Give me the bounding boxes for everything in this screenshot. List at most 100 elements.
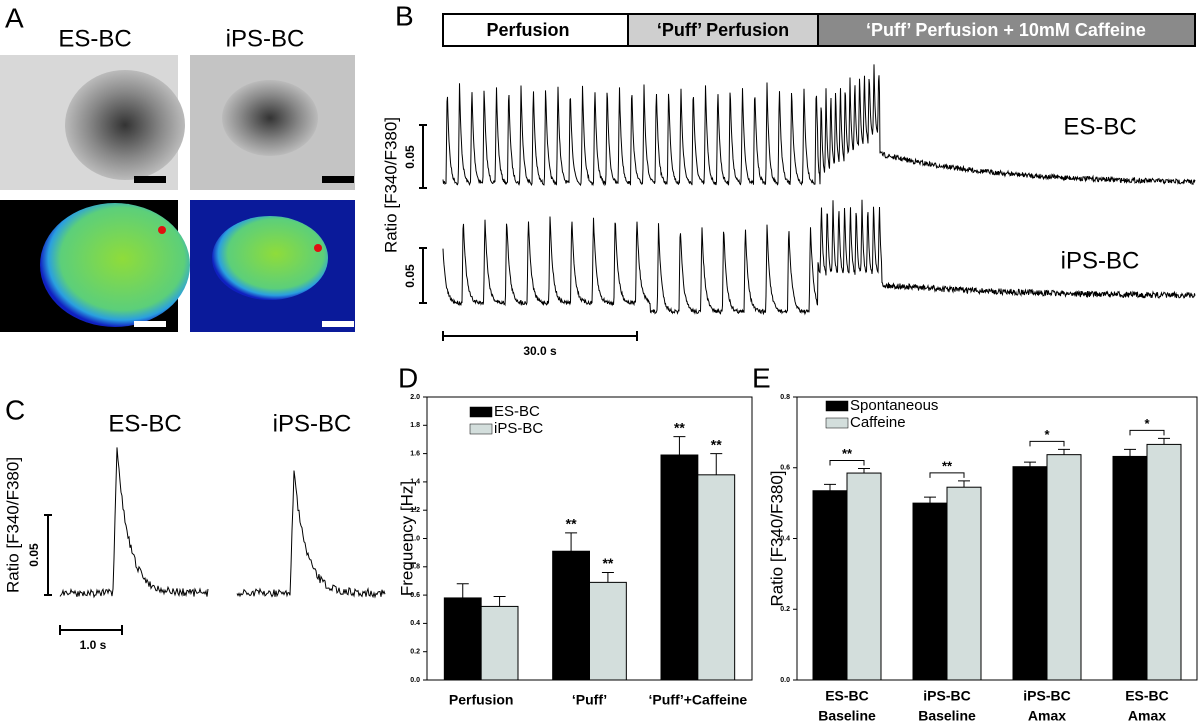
- legend-label: Spontaneous: [850, 397, 938, 414]
- bracket: [1129, 429, 1165, 436]
- annotation: *: [1044, 427, 1050, 442]
- bar: [1146, 443, 1182, 681]
- annotation: **: [842, 446, 853, 461]
- annotation: **: [674, 419, 685, 435]
- y-tick-label: 0.0: [780, 677, 790, 684]
- panel-title: iPS-BC: [273, 410, 352, 437]
- bracket: [929, 472, 965, 478]
- scale-bars: [419, 124, 638, 341]
- legend-label: ES-BC: [494, 403, 540, 420]
- y-tick-label: 0.4: [410, 620, 420, 627]
- error-bar: [493, 596, 506, 607]
- panel-label: D: [398, 362, 418, 393]
- axis-label: Frequency [Hz]: [397, 481, 416, 596]
- panel-title: ES-BC: [58, 25, 131, 52]
- error-bar: [1124, 448, 1136, 457]
- error-bar: [858, 467, 870, 474]
- legend-swatch: [469, 423, 493, 435]
- error-bar: [1024, 461, 1036, 467]
- legend-label: iPS-BC: [494, 420, 543, 437]
- scale-label: 0.05: [403, 264, 417, 288]
- bar: [912, 502, 948, 681]
- y-tick-label: 0.4: [780, 535, 790, 542]
- y-tick-label: 0.6: [780, 465, 790, 472]
- bar: [946, 486, 982, 681]
- error-bar: [1158, 437, 1170, 445]
- y-tick-label: 2.0: [410, 394, 420, 401]
- y-tick-label: 1.8: [410, 422, 420, 429]
- scale-label: 1.0 s: [80, 638, 107, 652]
- scale-bars: [44, 514, 123, 635]
- bar: [443, 597, 482, 681]
- bar: [1046, 454, 1082, 681]
- x-tick-label: Baseline: [818, 708, 876, 724]
- y-tick-label: 0.2: [780, 606, 790, 613]
- error-bar: [565, 532, 578, 552]
- error-bar: [456, 583, 469, 598]
- y-tick-label: 1.2: [410, 507, 420, 514]
- x-tick-label: ES-BC: [825, 688, 869, 704]
- x-tick-label: Baseline: [918, 708, 976, 724]
- error-bar: [673, 436, 686, 456]
- panel-label: A: [5, 2, 24, 33]
- panel-label: E: [752, 362, 771, 393]
- y-tick-label: 0.6: [410, 592, 420, 599]
- bracket: [1029, 440, 1065, 447]
- panel-label: C: [5, 394, 25, 425]
- legend-swatch: [825, 417, 849, 429]
- bar: [660, 454, 699, 681]
- annotation: **: [566, 516, 577, 532]
- y-tick-label: 1.0: [410, 535, 420, 542]
- x-tick-label: ‘Puff’+Caffeine: [649, 692, 748, 708]
- legend-label: Caffeine: [850, 414, 906, 431]
- phase-label: ‘Puff’ Perfusion: [657, 20, 789, 40]
- bar: [589, 581, 627, 681]
- bar: [552, 550, 591, 681]
- phase-bar: [442, 13, 1196, 47]
- bar: [480, 605, 519, 681]
- annotation: **: [602, 555, 613, 571]
- scale-label: 0.05: [403, 145, 417, 169]
- bar: [1112, 455, 1148, 681]
- trace: [59, 447, 209, 599]
- x-tick-label: iPS-BC: [923, 688, 970, 704]
- y-tick-label: 0.2: [410, 649, 420, 656]
- error-bar: [924, 496, 936, 504]
- x-tick-label: Perfusion: [449, 692, 514, 708]
- phase-label: Perfusion: [486, 20, 569, 40]
- x-tick-label: iPS-BC: [1023, 688, 1070, 704]
- y-tick-label: 0.0: [410, 677, 420, 684]
- bar: [812, 490, 848, 681]
- error-bar: [1058, 448, 1070, 455]
- trace: [442, 199, 1196, 316]
- bar: [1012, 466, 1048, 681]
- annotation: **: [711, 436, 722, 452]
- y-tick-label: 1.6: [410, 450, 420, 457]
- panel-label: B: [395, 0, 414, 31]
- trace-label: iPS-BC: [1061, 247, 1140, 274]
- y-tick-label: 1.4: [410, 479, 420, 486]
- trace-label: ES-BC: [1063, 113, 1136, 140]
- axis-label: Ratio [F340/F380]: [3, 457, 22, 593]
- panel-title: iPS-BC: [226, 25, 305, 52]
- error-bar: [710, 453, 723, 475]
- bar: [697, 474, 736, 681]
- scale-label: 0.05: [27, 543, 41, 567]
- x-tick-label: ES-BC: [1125, 688, 1169, 704]
- scale-label: 30.0 s: [523, 344, 557, 358]
- x-tick-label: ‘Puff’: [572, 692, 607, 708]
- phase-label: ‘Puff’ Perfusion + 10mM Caffeine: [866, 20, 1146, 40]
- error-bar: [824, 483, 836, 491]
- bar: [846, 472, 882, 681]
- micrographs: [0, 55, 355, 332]
- trace: [236, 470, 386, 599]
- bracket: [829, 459, 865, 466]
- y-tick-label: 0.8: [780, 394, 790, 401]
- legend-swatch: [825, 400, 849, 412]
- legend-swatch: [469, 406, 493, 418]
- annotation: *: [1144, 416, 1150, 431]
- annotation: **: [942, 458, 953, 473]
- error-bar: [601, 571, 614, 583]
- axis-label: Ratio [F340/F380]: [767, 470, 786, 606]
